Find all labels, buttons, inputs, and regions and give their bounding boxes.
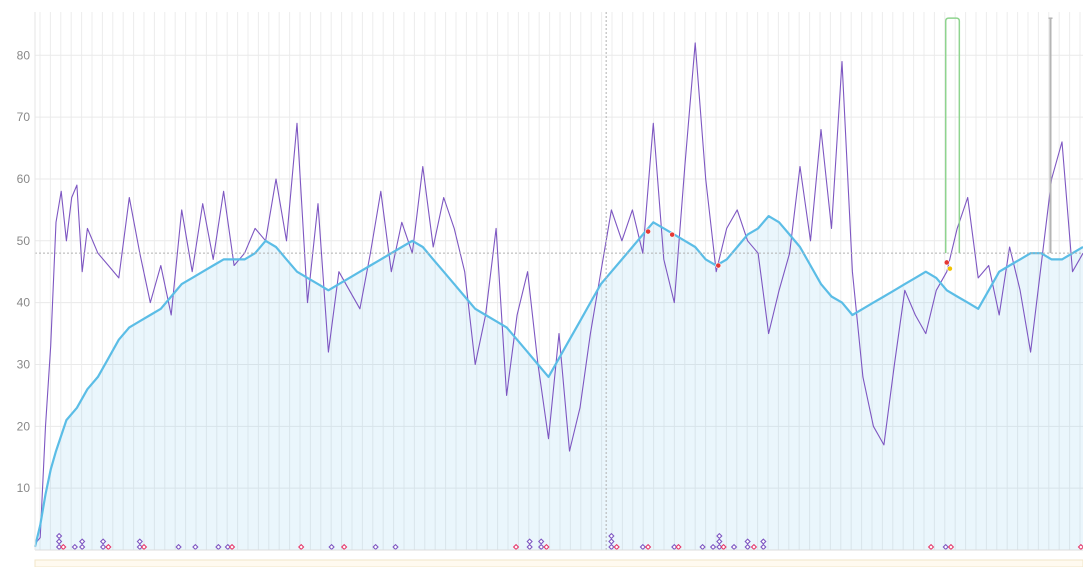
average-line [33, 215, 1083, 548]
event-marker [671, 543, 678, 551]
reference-lines [35, 12, 1083, 550]
event-marker [639, 543, 647, 551]
y-tick-label: 10 [17, 481, 31, 495]
vertical-grid [39, 12, 1081, 550]
event-marker [744, 538, 751, 545]
event-marker [136, 543, 143, 551]
point-markers [645, 228, 953, 272]
y-tick-label: 60 [17, 172, 31, 186]
event-marker [608, 538, 615, 545]
point-marker [669, 231, 676, 238]
event-marker [720, 543, 727, 551]
event-marker [538, 538, 545, 545]
line-layer [33, 42, 1083, 548]
event-marker [71, 543, 79, 551]
event-marker [512, 543, 520, 551]
event-marker [543, 543, 550, 551]
event-marker [175, 543, 182, 551]
y-tick-label: 70 [17, 110, 31, 124]
event-marker [526, 543, 533, 551]
event-marker [105, 543, 112, 551]
event-marker [228, 543, 236, 551]
point-marker [645, 228, 651, 235]
event-marker [372, 543, 379, 551]
event-marker [730, 543, 738, 551]
event-marker [716, 532, 723, 540]
area-fill [35, 216, 1083, 550]
event-marker [675, 543, 682, 551]
event-marker [526, 538, 533, 545]
event-marker [78, 543, 86, 551]
event-marker [78, 538, 86, 545]
event-marker [760, 538, 767, 545]
event-marker [716, 538, 723, 545]
point-marker [947, 265, 953, 272]
event-marker [760, 543, 767, 551]
y-tick-label: 50 [17, 234, 31, 248]
event-marker [55, 543, 63, 551]
y-tick-label: 30 [17, 357, 31, 371]
range-bars [944, 17, 1053, 254]
event-marker [99, 543, 107, 551]
measurement-line [34, 42, 1083, 545]
event-marker [942, 543, 949, 551]
event-marker [744, 543, 751, 551]
event-marker [55, 538, 63, 545]
event-marker [750, 543, 758, 551]
bottom-panel [34, 559, 1083, 567]
point-marker [943, 259, 950, 266]
point-marker [715, 262, 722, 269]
event-marker [608, 532, 615, 540]
y-tick-label: 80 [17, 48, 31, 62]
event-marker [224, 543, 232, 551]
y-tick-label: 40 [17, 296, 31, 310]
event-marker [608, 543, 615, 551]
y-tick-label: 20 [17, 419, 31, 433]
event-marker [392, 543, 399, 551]
range-bar [944, 17, 961, 254]
event-marker [709, 543, 717, 551]
event-marker [99, 538, 107, 545]
event-markers [55, 532, 1083, 551]
event-marker [927, 543, 935, 551]
event-marker [192, 543, 199, 551]
event-marker [699, 543, 706, 551]
event-marker [947, 543, 955, 551]
y-axis-ticks: 10 20 30 40 50 60 70 80 [17, 48, 31, 495]
event-marker [215, 543, 222, 551]
event-marker [136, 538, 143, 545]
event-marker [55, 532, 63, 540]
event-marker [340, 543, 348, 551]
event-marker [716, 543, 723, 551]
area-layer [35, 216, 1083, 550]
event-marker [538, 543, 545, 551]
event-marker [613, 543, 620, 551]
event-marker [140, 543, 148, 551]
event-marker [298, 543, 305, 551]
event-marker [60, 543, 67, 551]
event-marker [328, 543, 335, 551]
event-marker [644, 543, 652, 551]
